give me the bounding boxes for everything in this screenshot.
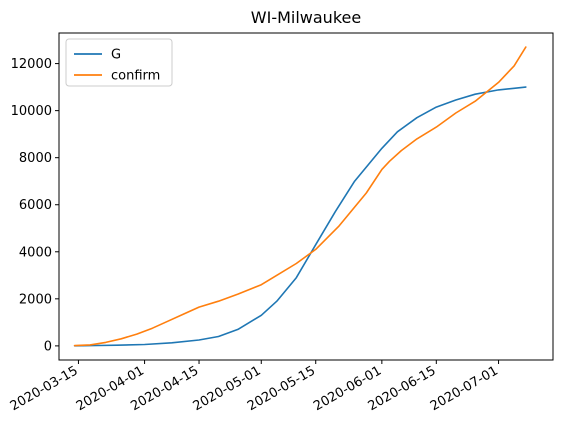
y-tick-label: 10000	[11, 104, 52, 119]
y-tick-label: 12000	[11, 57, 52, 72]
series-line-G	[73, 86, 527, 347]
legend-label-confirm: confirm	[111, 69, 160, 84]
y-tick-label: 0	[44, 339, 52, 354]
y-tick-label: 8000	[19, 151, 52, 166]
plot-lines	[73, 46, 527, 347]
chart-title: WI-Milwaukee	[251, 8, 361, 27]
y-axis: 0 2000 4000 6000 8000 10000 12000	[11, 57, 59, 354]
y-tick-label: 2000	[19, 292, 52, 307]
series-line-confirm	[73, 46, 527, 347]
plot-frame	[58, 32, 554, 361]
y-tick-label: 6000	[19, 198, 52, 213]
legend-label-G: G	[111, 48, 121, 63]
y-tick-label: 4000	[19, 245, 52, 260]
